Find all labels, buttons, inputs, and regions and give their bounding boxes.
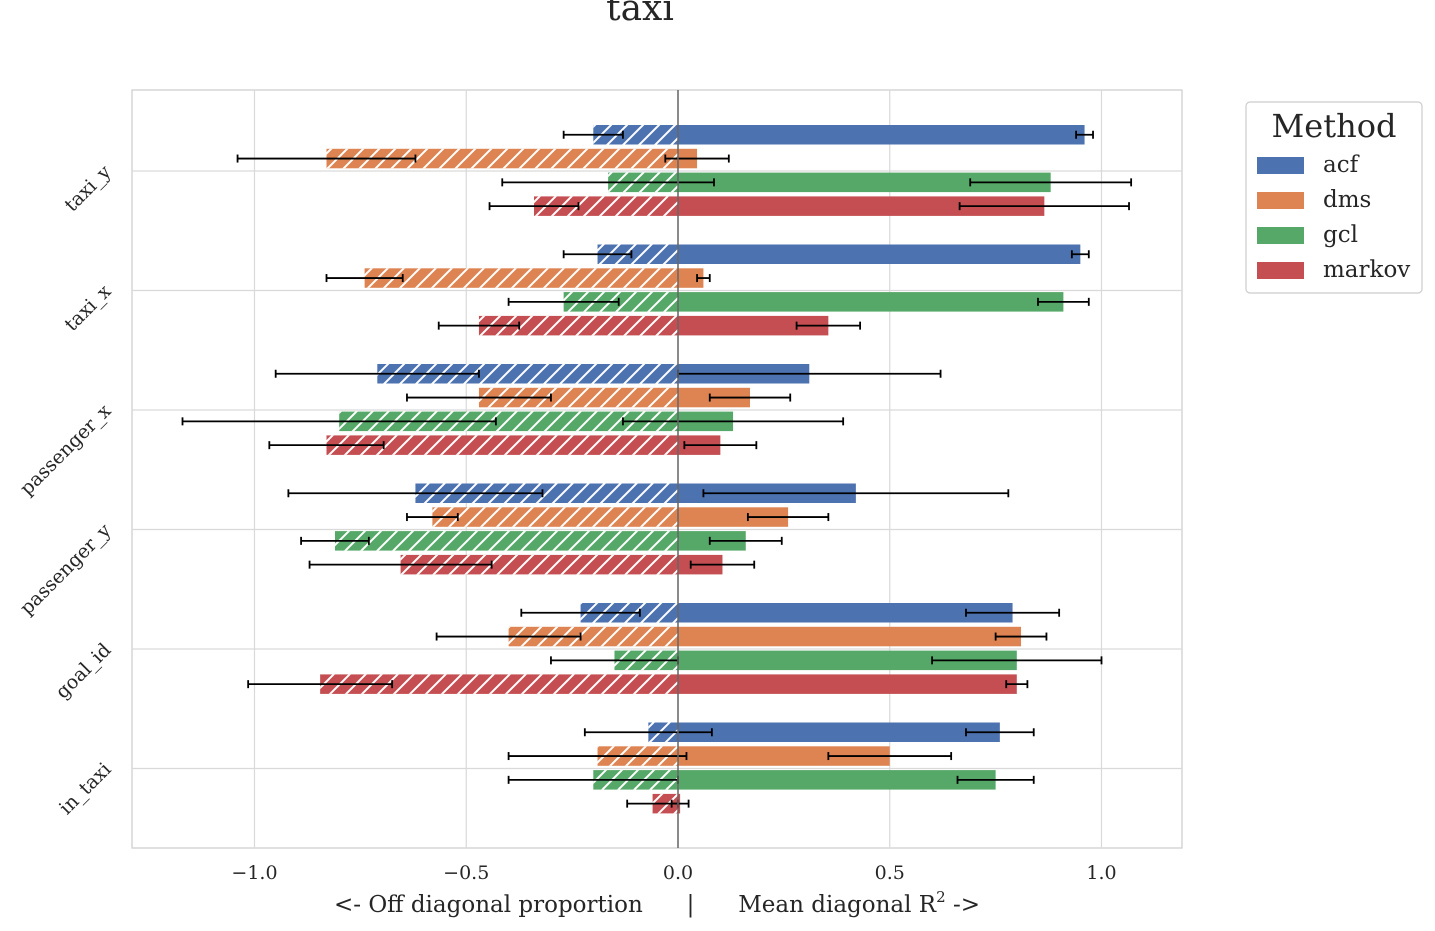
- category-label: taxi_x: [60, 280, 115, 335]
- error-bars-group: [181, 130, 1133, 808]
- bar-dms-offdiag-hatch: [364, 268, 678, 288]
- legend-swatch-dms: [1257, 192, 1304, 209]
- bar-dms-offdiag-hatch: [432, 507, 678, 527]
- x-axis-label-main: <- Off diagonal proportion | Mean diagon…: [334, 892, 937, 918]
- x-tick-label: 1.0: [1086, 862, 1116, 884]
- bar-acf-offdiag-hatch: [415, 483, 678, 503]
- x-tick-labels: −1.0 −0.5 0.0 0.5 1.0: [231, 862, 1116, 884]
- bar-dms-r2: [678, 626, 1022, 647]
- legend-swatch-acf: [1257, 157, 1304, 174]
- x-tick-label: −0.5: [443, 862, 489, 884]
- bar-acf-r2: [678, 603, 1013, 623]
- bar-markov-offdiag-hatch: [534, 196, 678, 216]
- bar-dms-r2: [678, 746, 890, 766]
- grid-lines: [132, 90, 1182, 848]
- bar-acf-offdiag-hatch: [593, 125, 678, 145]
- bar-gcl-r2: [678, 172, 1051, 193]
- plot-area: [131, 89, 1183, 849]
- legend-items: acf dms gcl markov: [1257, 152, 1410, 283]
- bar-dms-offdiag-hatch: [326, 148, 678, 169]
- x-axis-label: <- Off diagonal proportion | Mean diagon…: [334, 888, 980, 918]
- legend-title: Method: [1272, 107, 1397, 145]
- bar-gcl-r2: [678, 650, 1017, 671]
- legend: Method acf dms gcl markov: [1245, 101, 1423, 294]
- category-label: taxi_y: [60, 161, 115, 216]
- legend-frame: [1245, 101, 1423, 294]
- category-label: goal_id: [51, 639, 115, 703]
- legend-label-gcl: gcl: [1323, 222, 1358, 248]
- legend-label-acf: acf: [1323, 152, 1360, 178]
- bar-dms-r2: [678, 268, 704, 288]
- x-axis-label-suffix: ->: [946, 892, 980, 918]
- bar-markov-r2: [678, 315, 829, 336]
- bar-markov-r2: [678, 674, 1017, 694]
- legend-label-markov: markov: [1323, 257, 1410, 283]
- bar-gcl-offdiag-hatch: [339, 411, 678, 432]
- x-axis-label-superscript: 2: [936, 888, 946, 906]
- bar-markov-r2: [678, 196, 1045, 216]
- y-category-labels: taxi_y taxi_x passenger_x passenger_y goal_i…: [16, 161, 116, 819]
- bar-dms-r2: [678, 507, 789, 527]
- bar-gcl-offdiag-hatch: [563, 292, 678, 312]
- bar-acf-r2: [678, 244, 1081, 264]
- bar-gcl-r2: [678, 770, 996, 790]
- bar-markov-offdiag-hatch: [326, 435, 678, 455]
- bar-acf-offdiag-hatch: [597, 244, 678, 264]
- chart-title: taxi: [606, 0, 674, 29]
- bar-dms-offdiag-hatch: [508, 626, 678, 647]
- bar-gcl-r2: [678, 292, 1064, 312]
- category-label: in_taxi: [55, 758, 116, 819]
- bar-acf-offdiag-hatch: [377, 364, 678, 384]
- x-tick-label: 0.5: [875, 862, 905, 884]
- legend-swatch-gcl: [1257, 227, 1304, 244]
- bar-markov-offdiag-hatch: [320, 674, 678, 694]
- bar-markov-offdiag-hatch: [400, 554, 678, 575]
- x-tick-label: −1.0: [231, 862, 277, 884]
- bar-dms-offdiag-hatch: [478, 387, 678, 408]
- legend-label-dms: dms: [1323, 187, 1371, 213]
- category-label: passenger_y: [16, 519, 116, 619]
- x-tick-label: 0.0: [663, 862, 693, 884]
- bar-gcl-offdiag-hatch: [334, 531, 678, 551]
- bar-markov-offdiag-hatch: [478, 315, 678, 336]
- bar-acf-r2: [678, 722, 1000, 742]
- category-label: passenger_x: [16, 400, 116, 500]
- legend-swatch-markov: [1257, 262, 1304, 279]
- bar-acf-r2: [678, 125, 1085, 145]
